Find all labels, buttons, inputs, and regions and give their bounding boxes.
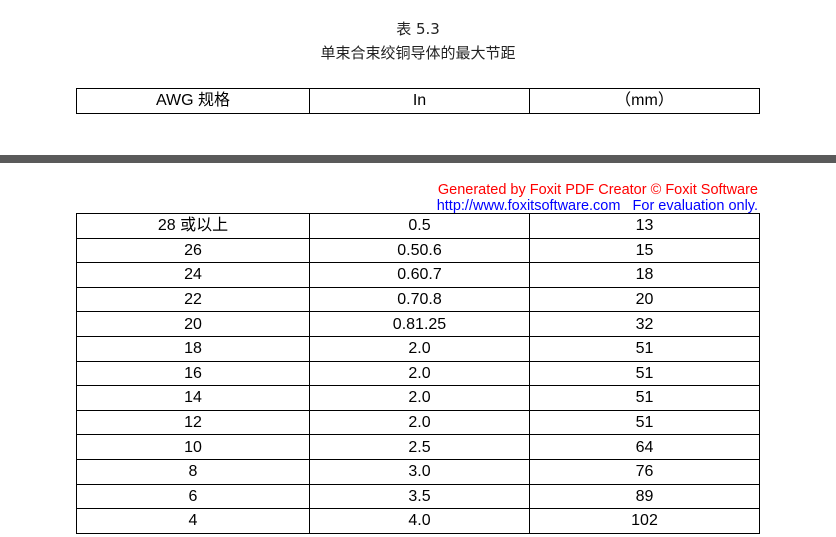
cell-awg: 8 [76, 458, 310, 485]
cell-in: 0.5 [309, 213, 530, 239]
cell-in: 0.60.7 [309, 262, 530, 288]
watermark-url[interactable]: http://www.foxitsoftware.com [436, 198, 621, 214]
watermark-note: For evaluation only. [632, 198, 758, 214]
cell-mm: 32 [529, 311, 760, 337]
cell-in: 2.0 [309, 409, 530, 436]
cell-mm: 15 [529, 237, 760, 264]
table-number: 表 5.3 [396, 20, 440, 38]
cell-awg: 12 [76, 409, 310, 436]
cell-mm: 89 [529, 483, 760, 510]
page-break-divider [0, 155, 836, 163]
watermark-line2: http://www.foxitsoftware.com For evaluat… [437, 198, 758, 214]
cell-in: 4.0 [309, 508, 530, 534]
cell-in: 2.0 [309, 360, 530, 387]
table-row: 12 2.0 51 [76, 409, 760, 436]
header-table: AWG 规格 In （mm） [76, 88, 760, 114]
cell-in: 0.50.6 [309, 237, 530, 264]
cell-mm: 13 [529, 213, 760, 239]
cell-mm: 76 [529, 458, 760, 485]
cell-in: 2.5 [309, 434, 530, 460]
table-row: 26 0.50.6 15 [76, 237, 760, 264]
header-awg: AWG 规格 [76, 88, 310, 114]
cell-in: 3.0 [309, 458, 530, 485]
table-row: 14 2.0 51 [76, 385, 760, 411]
cell-mm: 51 [529, 360, 760, 387]
watermark-line1: Generated by Foxit PDF Creator © Foxit S… [437, 182, 758, 198]
cell-awg: 22 [76, 286, 310, 313]
cell-mm: 51 [529, 409, 760, 436]
cell-awg: 20 [76, 311, 310, 337]
table-row: 20 0.81.25 32 [76, 311, 760, 337]
cell-in: 0.81.25 [309, 311, 530, 337]
cell-in: 0.70.8 [309, 286, 530, 313]
table-row: 10 2.5 64 [76, 434, 760, 460]
cell-awg: 26 [76, 237, 310, 264]
cell-mm: 51 [529, 335, 760, 362]
cell-mm: 18 [529, 262, 760, 288]
cell-in: 2.0 [309, 385, 530, 411]
cell-mm: 102 [529, 508, 760, 534]
cell-awg: 6 [76, 483, 310, 510]
cell-in: 3.5 [309, 483, 530, 510]
table-row: 28 或以上 0.5 13 [76, 213, 760, 239]
table-row: 22 0.70.8 20 [76, 286, 760, 313]
table-row: 8 3.0 76 [76, 458, 760, 485]
cell-awg: 16 [76, 360, 310, 387]
table-row: 16 2.0 51 [76, 360, 760, 387]
data-table: 28 或以上 0.5 13 26 0.50.6 15 24 0.60.7 18 22 0.70.8 2… [76, 213, 760, 534]
table-row: 24 0.60.7 18 [76, 262, 760, 288]
table-title: 单束合束绞铜导体的最大节距 [320, 44, 516, 62]
cell-mm: 51 [529, 385, 760, 411]
cell-awg: 28 或以上 [76, 213, 310, 239]
header-mm: （mm） [529, 88, 760, 114]
header-row: AWG 规格 In （mm） [76, 88, 760, 114]
cell-awg: 10 [76, 434, 310, 460]
cell-mm: 64 [529, 434, 760, 460]
cell-in: 2.0 [309, 335, 530, 362]
cell-awg: 4 [76, 508, 310, 534]
table-row: 18 2.0 51 [76, 335, 760, 362]
cell-awg: 14 [76, 385, 310, 411]
table-row: 4 4.0 102 [76, 508, 760, 534]
cell-mm: 20 [529, 286, 760, 313]
cell-awg: 18 [76, 335, 310, 362]
cell-awg: 24 [76, 262, 310, 288]
header-in: In [309, 88, 530, 114]
table-row: 6 3.5 89 [76, 483, 760, 510]
